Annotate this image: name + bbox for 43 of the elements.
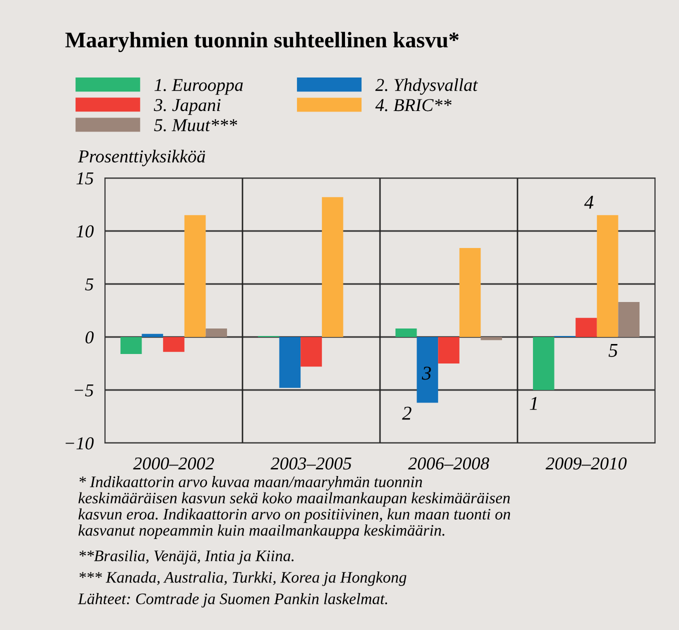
bar — [618, 302, 640, 337]
bar — [480, 337, 502, 340]
y-axis-title: Prosenttiyksikköä — [78, 150, 205, 166]
bar — [532, 337, 554, 390]
y-tick-label: −5 — [74, 384, 94, 396]
bar — [142, 334, 164, 337]
x-tick-label: 2006–2008 — [408, 457, 490, 470]
annotation: 4 — [584, 196, 594, 209]
y-tick-label: 0 — [86, 331, 94, 344]
annotation: 2 — [402, 406, 412, 420]
bar — [279, 337, 301, 388]
chart-title: Maaryhmien tuonnin suhteellinen kasvu* — [65, 32, 459, 52]
bar — [438, 337, 460, 364]
text: * Indikaattorin arvo kuvaa maan/maaryhmän tuonnin keskimääräisen kasvun sekä koko maailmankaupan keskimääräisen kasvun eroa. Indikaattorin arvo on positiivinen, kun maan tuonti on kasvanut nopeammin kuin maailmankauppa keskimäärin. — [78, 476, 510, 539]
x-tick-label: 2003–2005 — [270, 457, 352, 470]
bar — [576, 318, 597, 337]
legend-label: 3. Japani — [154, 99, 221, 115]
bar — [120, 337, 142, 354]
bar — [416, 337, 438, 403]
annotation: 1 — [530, 396, 537, 410]
bar — [184, 215, 206, 337]
text: *** Kanada, Australia, Turkki, Korea ja Hongkong — [80, 572, 406, 586]
bar — [395, 328, 417, 337]
legend-label: 1. Eurooppa — [154, 78, 243, 95]
annotation: 3 — [422, 366, 431, 380]
legend-label: 2. Yhdysvallat — [375, 78, 478, 95]
text: **Brasilia, Venäjä, Intia ja Kiina. — [80, 550, 294, 564]
bar — [206, 328, 228, 337]
y-tick-label: 10 — [76, 225, 94, 238]
x-tick-label: 2009–2010 — [546, 457, 627, 470]
bar — [596, 215, 618, 337]
text: Lähteet: Comtrade ja Suomen Pankin laskelmat. — [78, 593, 388, 608]
y-tick-label: 15 — [76, 172, 94, 184]
annotation: 5 — [608, 344, 618, 357]
y-tick-label: 5 — [85, 278, 94, 290]
bar — [459, 248, 481, 337]
y-tick-label: −10 — [66, 437, 94, 450]
legend-label: 4. BRIC** — [375, 99, 452, 112]
bar — [300, 337, 322, 367]
bar — [322, 197, 344, 337]
bar — [163, 337, 184, 352]
x-tick-label: 2000–2002 — [133, 457, 214, 470]
legend-label: 5. Muut*** — [154, 119, 238, 132]
